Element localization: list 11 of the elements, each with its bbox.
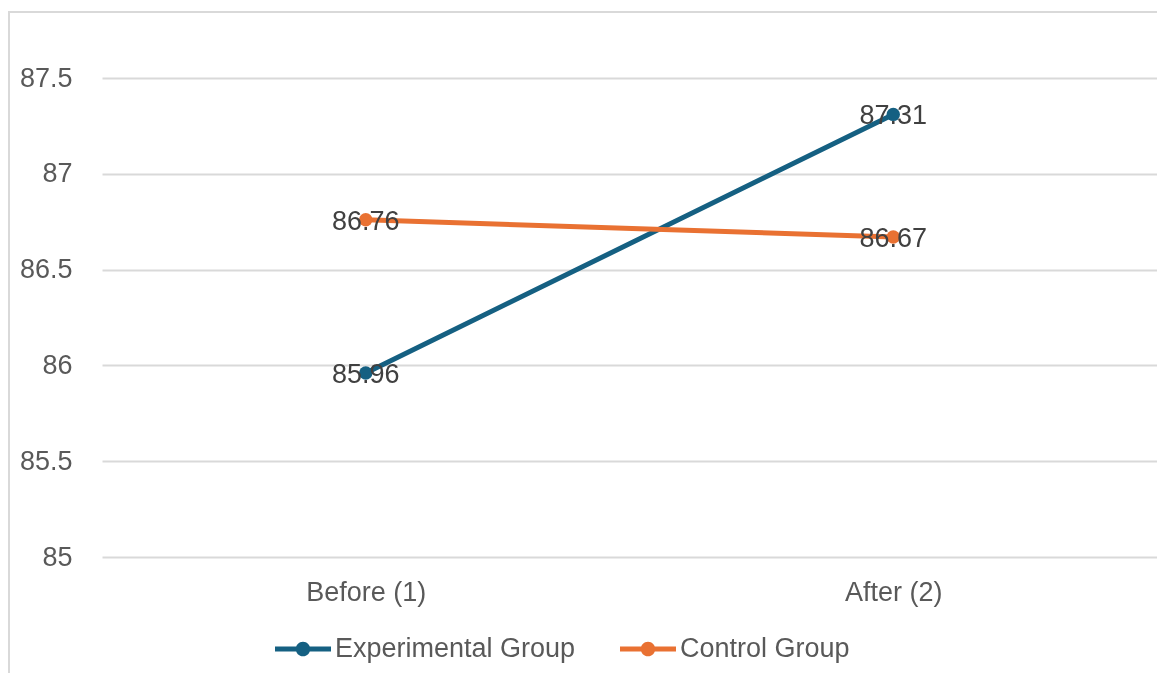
legend-label: Control Group (680, 633, 850, 663)
x-tick-label: After (2) (844, 576, 943, 607)
y-tick-label: 87 (42, 158, 73, 189)
y-tick-label: 85 (42, 541, 73, 572)
y-tick-label: 87.5 (19, 62, 73, 93)
y-tick-label: 85.5 (19, 445, 73, 476)
y-tick-label: 86.5 (19, 254, 73, 285)
y-tick-label: 86 (42, 349, 73, 380)
legend-label: Experimental Group (335, 633, 576, 663)
data-label: 85.96 (331, 359, 400, 390)
x-tick-label: Before (1) (306, 576, 427, 607)
